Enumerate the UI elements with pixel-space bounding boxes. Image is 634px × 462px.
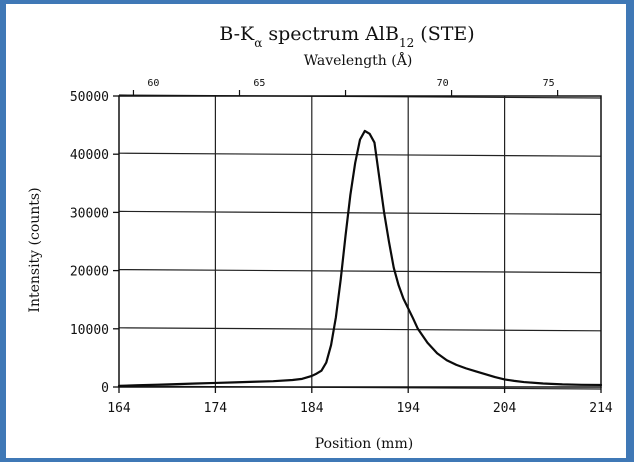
grid-line-horizontal [118,327,602,332]
spectrum-line [117,129,603,387]
grid-line-horizontal [118,210,602,215]
x-tick-label: 174 [204,401,228,416]
top-tick-label: 65 [253,78,265,89]
y-tick-label: 30000 [70,206,109,221]
y-tick-label: 50000 [70,90,109,105]
y-tick-label: 10000 [70,323,109,338]
y-tick-label: 0 [101,381,109,396]
y-tick-label: 20000 [70,265,109,280]
y-axis-label: Intensity (counts) [27,187,43,312]
top-tick-label: 70 [437,78,449,89]
top-axis-label: Wavelength (Å) [304,51,413,69]
plot-area: 164 174 184 194 204 214 0 10000 20000 30000 40000 5… [70,78,613,416]
x-tick-label: 184 [300,401,324,416]
plot-border [118,95,602,388]
x-tick-label: 214 [589,401,613,416]
grid-line-horizontal [118,152,602,157]
top-tick-label: 60 [147,78,159,89]
grid-line-horizontal [118,269,602,274]
spectrum-chart: B-Kα spectrum AlB12 (STE) Wavelength (Å)… [27,23,613,452]
x-tick-label: 204 [493,401,517,416]
top-tick-label: 75 [543,78,555,89]
x-tick-label: 194 [396,401,420,416]
chart-title: B-Kα spectrum AlB12 (STE) [219,23,474,50]
x-tick-label: 164 [107,401,131,416]
y-tick-label: 40000 [70,148,109,163]
x-axis-label: Position (mm) [315,436,413,452]
